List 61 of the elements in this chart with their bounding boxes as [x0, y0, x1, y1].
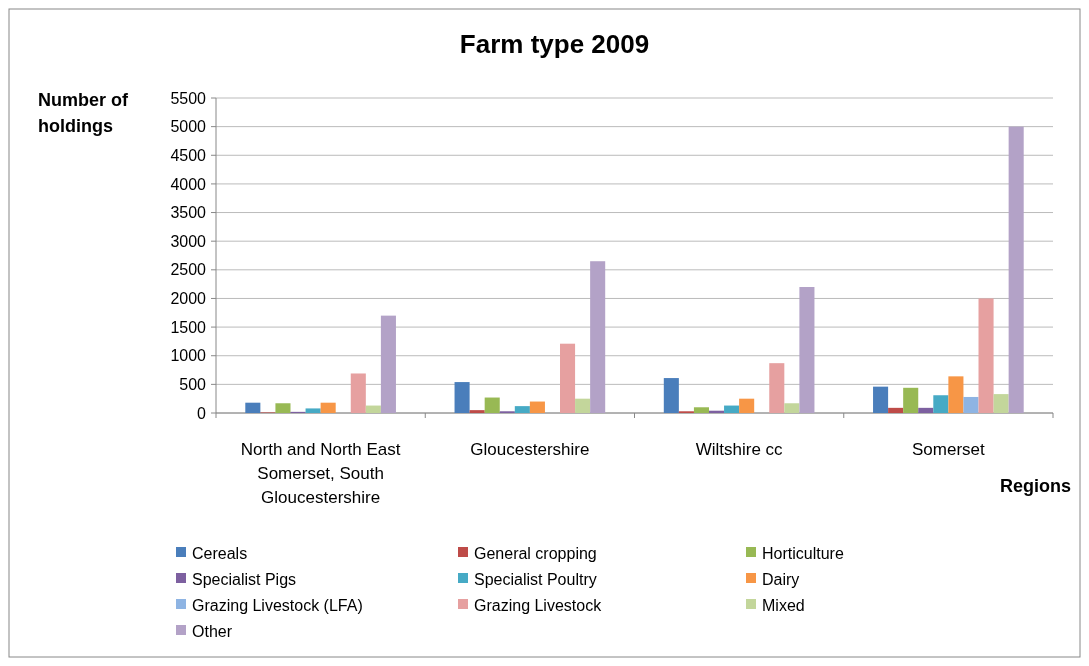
bar: [903, 387, 919, 413]
bar: [963, 396, 979, 413]
legend-label: Dairy: [762, 570, 800, 588]
y-tick-label: 3500: [170, 204, 207, 222]
y-tick-label: 5500: [170, 89, 207, 107]
bar: [873, 386, 889, 413]
y-tick-label: 2500: [170, 261, 207, 279]
bar: [918, 407, 934, 413]
y-tick-label: 5000: [170, 118, 207, 136]
legend-label: Horticulture: [762, 544, 844, 562]
bar: [663, 378, 679, 413]
bar: [454, 382, 470, 413]
bar: [1008, 126, 1024, 413]
y-tick-label: 1500: [170, 318, 207, 336]
bar: [365, 405, 381, 413]
legend-label: General cropping: [474, 544, 597, 562]
y-tick-label: 4500: [170, 146, 207, 164]
bar: [784, 403, 800, 413]
x-axis-title: Regions: [999, 476, 1071, 496]
bar: [245, 402, 261, 413]
legend-label: Grazing Livestock (LFA): [192, 596, 363, 614]
bar: [350, 373, 366, 413]
bar: [769, 363, 785, 413]
bar: [380, 315, 396, 413]
bar: [888, 407, 904, 413]
y-tick-label: 1000: [170, 347, 207, 365]
bar: [469, 410, 485, 413]
bar: [799, 287, 815, 413]
bar: [560, 343, 576, 413]
y-tick-label: 2000: [170, 290, 207, 308]
bar: [590, 261, 606, 413]
bar: [320, 402, 336, 413]
legend-label: Cereals: [192, 544, 248, 562]
bar: [514, 406, 530, 413]
bar: [739, 398, 755, 413]
bar: [978, 298, 994, 413]
bar: [933, 395, 949, 413]
bar: [993, 394, 1009, 413]
bar: [693, 407, 709, 413]
x-tick-label: Gloucestershire: [470, 440, 590, 459]
legend-label: Specialist Pigs: [192, 570, 297, 588]
legend-label: Mixed: [762, 596, 805, 614]
y-tick-label: 3000: [170, 232, 207, 250]
bar: [724, 405, 740, 413]
y-tick-label: 500: [179, 375, 207, 393]
x-tick-label: Somerset: [912, 440, 986, 459]
bar: [575, 398, 591, 413]
bar: [275, 403, 291, 413]
legend-label: Specialist Poultry: [474, 570, 597, 588]
legend-label: Other: [192, 622, 233, 640]
legend-label: Grazing Livestock: [474, 596, 603, 614]
y-axis-title: Number of holdings: [38, 90, 130, 136]
bar: [484, 397, 500, 413]
bar: [305, 408, 321, 413]
y-tick-label: 0: [197, 404, 207, 422]
y-tick-label: 4000: [170, 175, 207, 193]
x-tick-label: Wiltshire cc: [695, 440, 784, 459]
bar: [948, 376, 964, 413]
x-tick-label: North and North East Somerset, South Gloucestershire: [240, 440, 401, 507]
bar: [529, 401, 545, 413]
chart-title: Farm type 2009: [459, 29, 650, 59]
